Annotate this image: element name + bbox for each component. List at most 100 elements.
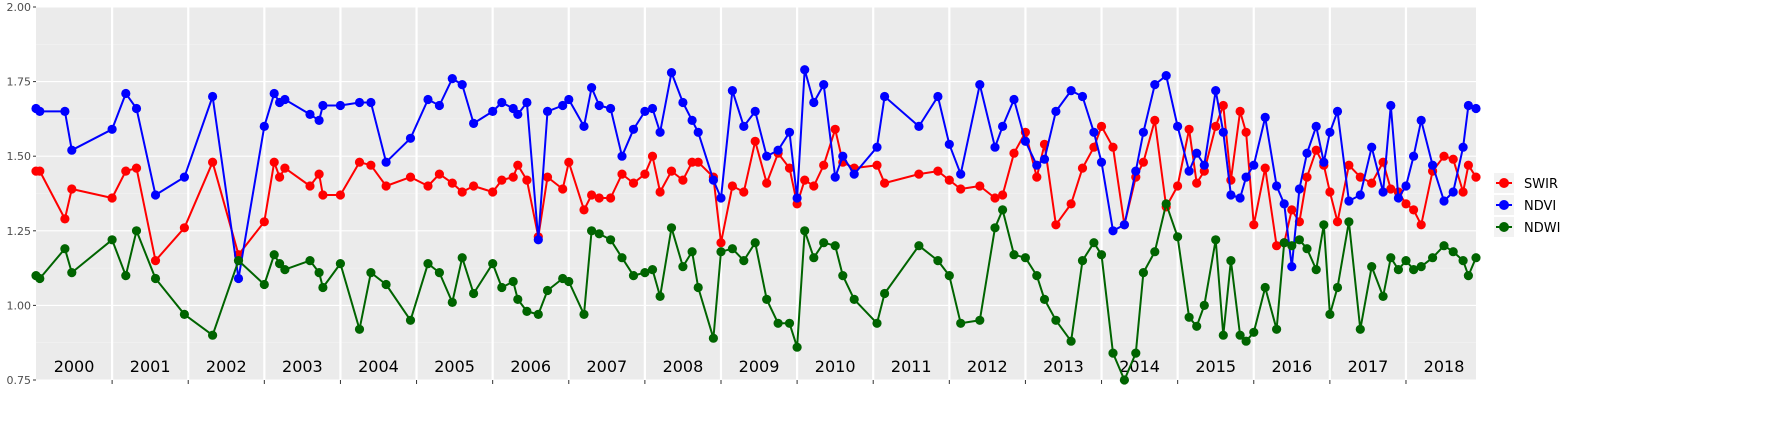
data-point: [1039, 154, 1050, 164]
data-point: [1344, 217, 1354, 227]
data-point: [762, 294, 772, 304]
data-point: [1386, 100, 1396, 111]
data-point: [35, 273, 45, 284]
year-label: 2015: [1195, 357, 1236, 376]
data-point: [542, 285, 553, 296]
year-label: 2014: [1119, 357, 1160, 376]
data-point: [150, 190, 161, 200]
data-point: [750, 106, 760, 116]
data-point: [1332, 217, 1343, 227]
series-line: [35, 68, 1477, 280]
data-point: [800, 65, 810, 75]
data-point: [1235, 106, 1245, 116]
legend-key-point: [1499, 222, 1509, 232]
data-point: [522, 97, 532, 108]
data-point: [640, 268, 650, 278]
year-label: 2004: [358, 357, 399, 376]
data-point: [819, 80, 829, 90]
data-point: [67, 145, 77, 155]
data-point: [1241, 336, 1251, 346]
data-point: [998, 190, 1008, 200]
data-point: [773, 145, 783, 155]
data-point: [1463, 271, 1473, 281]
data-point: [318, 282, 328, 293]
data-point: [1378, 291, 1388, 301]
data-point: [280, 163, 290, 173]
data-point: [1458, 256, 1468, 266]
data-point: [792, 193, 802, 203]
data-point: [131, 226, 142, 236]
data-point: [208, 330, 218, 340]
data-point: [727, 244, 738, 254]
data-point: [1378, 187, 1388, 197]
data-point: [1260, 282, 1270, 293]
data-point: [819, 160, 829, 170]
data-point: [830, 241, 840, 251]
data-point: [423, 181, 433, 191]
series-line: [35, 202, 1477, 381]
data-point: [914, 241, 924, 251]
data-point: [497, 97, 507, 108]
data-point: [1150, 80, 1160, 90]
data-point: [513, 109, 523, 119]
data-point: [606, 235, 616, 245]
data-point: [872, 160, 882, 170]
data-point: [628, 271, 639, 281]
data-point: [784, 163, 795, 173]
data-point: [1355, 172, 1365, 182]
data-point: [655, 291, 665, 301]
data-point: [497, 282, 507, 293]
data-point: [1150, 247, 1160, 257]
data-point: [739, 121, 749, 131]
data-point: [1235, 330, 1245, 340]
data-point: [259, 279, 269, 290]
data-point: [1325, 309, 1335, 319]
data-point: [880, 91, 890, 102]
data-point: [233, 256, 244, 266]
data-point: [558, 184, 568, 194]
data-point: [1138, 127, 1148, 137]
data-point: [1448, 247, 1458, 257]
data-point: [469, 118, 479, 128]
data-point: [1325, 127, 1335, 137]
data-point: [208, 157, 218, 167]
data-point: [678, 175, 688, 185]
data-point: [617, 151, 627, 161]
legend-key-point: [1499, 178, 1509, 188]
data-point: [354, 97, 365, 108]
series-layer: [31, 65, 1481, 385]
data-point: [617, 169, 627, 179]
data-point: [1311, 265, 1321, 275]
year-label: 2008: [663, 357, 704, 376]
data-point: [1355, 190, 1365, 200]
data-point: [318, 190, 328, 200]
legend-label: NDVI: [1524, 199, 1556, 214]
data-point: [522, 306, 532, 316]
data-point: [666, 68, 677, 78]
data-point: [35, 106, 45, 116]
data-point: [1302, 172, 1312, 182]
data-point: [1386, 253, 1396, 263]
data-point: [469, 288, 479, 299]
data-point: [1173, 181, 1183, 191]
y-tick-label: 2.00: [7, 1, 32, 14]
data-point: [647, 103, 658, 114]
data-point: [558, 100, 568, 111]
data-point: [1218, 127, 1228, 137]
data-point: [784, 318, 795, 328]
data-point: [1249, 160, 1259, 170]
data-point: [513, 160, 523, 170]
data-point: [762, 151, 772, 161]
year-label: 2012: [967, 357, 1008, 376]
data-point: [1439, 196, 1449, 206]
data-point: [1332, 282, 1343, 293]
data-point: [1294, 184, 1304, 194]
y-tick-label: 1.75: [7, 76, 32, 89]
data-point: [508, 276, 518, 287]
data-point: [280, 265, 290, 275]
data-point: [1218, 330, 1228, 340]
data-point: [107, 193, 117, 203]
data-point: [990, 142, 1000, 152]
data-point: [1448, 154, 1458, 164]
